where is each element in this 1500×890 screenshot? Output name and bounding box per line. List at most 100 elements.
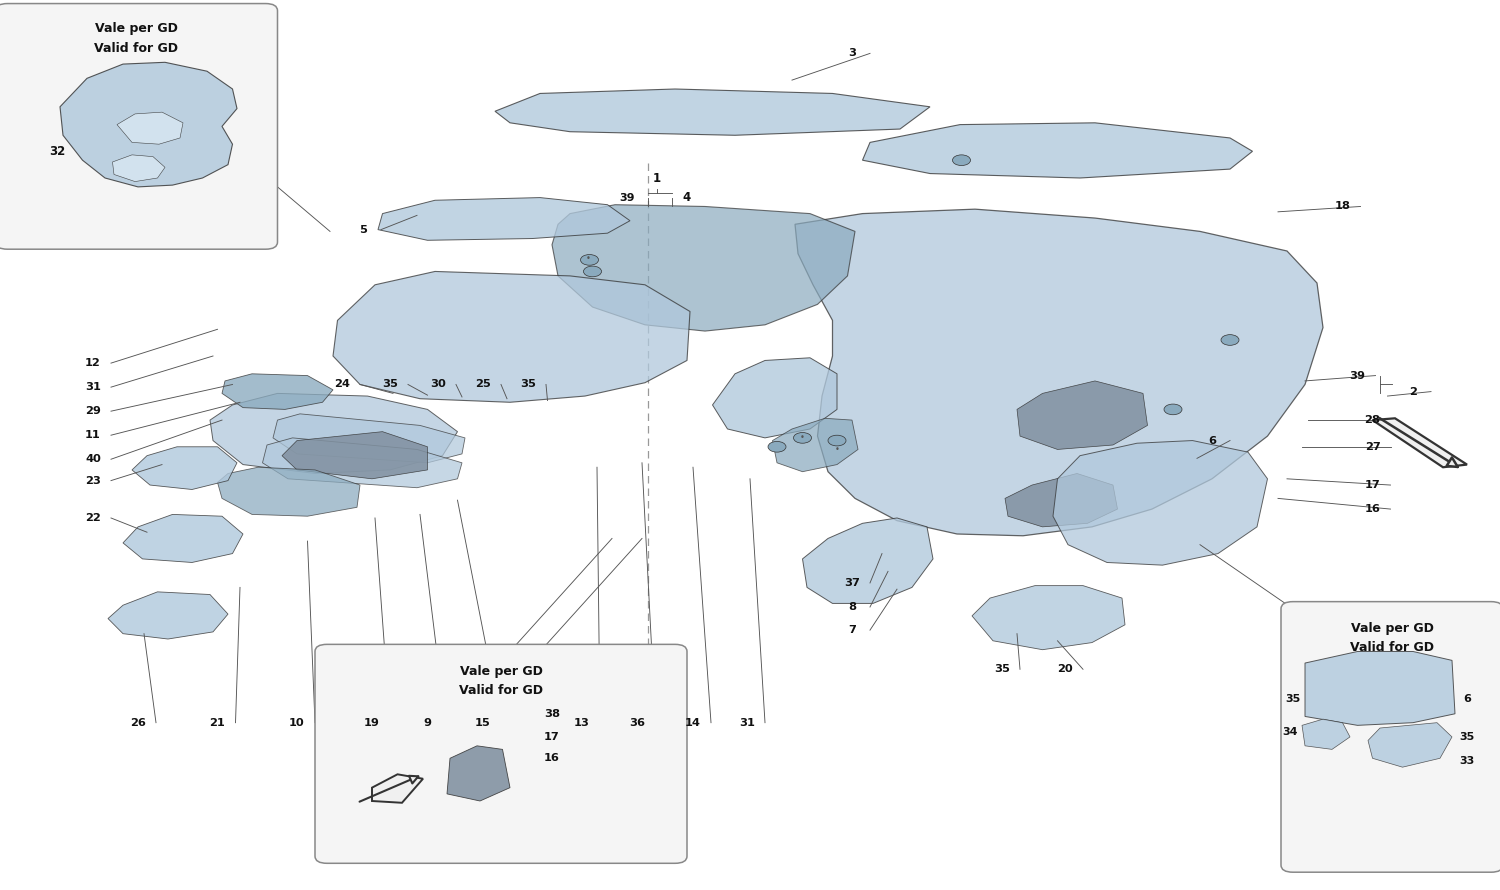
Polygon shape [772, 418, 858, 472]
Text: 12: 12 [86, 358, 100, 368]
Text: 7: 7 [847, 625, 856, 635]
Text: 29: 29 [86, 406, 100, 417]
Text: 35: 35 [994, 664, 1010, 675]
Text: 24: 24 [334, 379, 350, 390]
Circle shape [828, 435, 846, 446]
Text: 39: 39 [620, 192, 634, 203]
Text: 35: 35 [1286, 693, 1300, 704]
Circle shape [768, 441, 786, 452]
FancyBboxPatch shape [1281, 602, 1500, 872]
Polygon shape [222, 374, 333, 409]
Circle shape [952, 155, 970, 166]
Text: 5: 5 [358, 224, 368, 235]
Polygon shape [1372, 418, 1467, 467]
Polygon shape [1005, 473, 1118, 527]
Text: 14: 14 [686, 717, 700, 728]
Text: 38: 38 [544, 708, 560, 719]
Text: Valid for GD: Valid for GD [1350, 642, 1434, 654]
Circle shape [584, 266, 602, 277]
Polygon shape [447, 746, 510, 801]
Text: 35: 35 [382, 379, 398, 390]
Polygon shape [372, 774, 423, 803]
Text: 35: 35 [1460, 732, 1474, 742]
Polygon shape [1053, 441, 1268, 565]
Text: •: • [834, 445, 840, 454]
Text: 22: 22 [86, 513, 100, 523]
Polygon shape [795, 209, 1323, 536]
Text: 16: 16 [1365, 504, 1380, 514]
Text: 15: 15 [476, 717, 490, 728]
Text: 35: 35 [520, 379, 536, 390]
Text: 23: 23 [86, 475, 100, 486]
Text: 11: 11 [86, 430, 100, 441]
Text: •: • [800, 433, 806, 442]
Text: 28: 28 [1365, 415, 1380, 425]
Polygon shape [117, 112, 183, 144]
Circle shape [794, 433, 812, 443]
Text: 18: 18 [1335, 201, 1350, 212]
Text: Valid for GD: Valid for GD [459, 684, 543, 697]
Polygon shape [60, 62, 237, 187]
Polygon shape [802, 518, 933, 603]
Polygon shape [495, 89, 930, 135]
Polygon shape [1302, 719, 1350, 749]
Polygon shape [712, 358, 837, 438]
Text: 8: 8 [847, 602, 856, 612]
Polygon shape [1017, 381, 1148, 449]
Text: 17: 17 [544, 732, 560, 742]
Text: 20: 20 [1058, 664, 1072, 675]
Text: 36: 36 [630, 717, 645, 728]
Text: 10: 10 [290, 717, 304, 728]
Text: 3: 3 [847, 48, 856, 59]
Text: 16: 16 [544, 753, 560, 764]
Text: Vale per GD: Vale per GD [94, 22, 178, 35]
Text: 32: 32 [50, 145, 64, 158]
Polygon shape [1305, 651, 1455, 725]
Polygon shape [972, 586, 1125, 650]
Polygon shape [132, 447, 237, 490]
Polygon shape [333, 271, 690, 402]
Text: 31: 31 [86, 382, 100, 392]
Text: 4: 4 [682, 191, 692, 204]
Text: 39: 39 [1350, 370, 1365, 381]
Polygon shape [862, 123, 1252, 178]
Polygon shape [123, 514, 243, 562]
Text: 9: 9 [423, 717, 432, 728]
Text: 25: 25 [476, 379, 490, 390]
Circle shape [1221, 335, 1239, 345]
Text: 37: 37 [844, 578, 859, 588]
Circle shape [1164, 404, 1182, 415]
Text: 27: 27 [1365, 441, 1380, 452]
Text: 30: 30 [430, 379, 445, 390]
Polygon shape [282, 432, 428, 479]
Polygon shape [273, 414, 465, 463]
Text: 2: 2 [1408, 386, 1418, 397]
FancyBboxPatch shape [315, 644, 687, 863]
Text: Valid for GD: Valid for GD [94, 42, 178, 54]
Text: 6: 6 [1462, 693, 1472, 704]
Text: •: • [585, 254, 591, 263]
Text: Vale per GD: Vale per GD [1350, 622, 1434, 635]
Polygon shape [210, 393, 458, 473]
Text: 26: 26 [130, 717, 146, 728]
Polygon shape [1368, 723, 1452, 767]
Text: 34: 34 [1282, 726, 1298, 737]
FancyBboxPatch shape [0, 4, 278, 249]
Text: 31: 31 [740, 717, 754, 728]
Text: 6: 6 [1208, 435, 1216, 446]
Text: Vale per GD: Vale per GD [459, 665, 543, 677]
Polygon shape [552, 205, 855, 331]
Text: 40: 40 [86, 454, 100, 465]
Polygon shape [262, 438, 462, 488]
Polygon shape [108, 592, 228, 639]
Text: 17: 17 [1365, 480, 1380, 490]
Polygon shape [112, 155, 165, 182]
Polygon shape [378, 198, 630, 240]
Text: 21: 21 [210, 717, 225, 728]
Text: 33: 33 [1460, 756, 1474, 766]
Circle shape [580, 255, 598, 265]
Polygon shape [217, 467, 360, 516]
Text: 13: 13 [574, 717, 590, 728]
Text: 1: 1 [652, 172, 662, 184]
Text: 19: 19 [364, 717, 380, 728]
